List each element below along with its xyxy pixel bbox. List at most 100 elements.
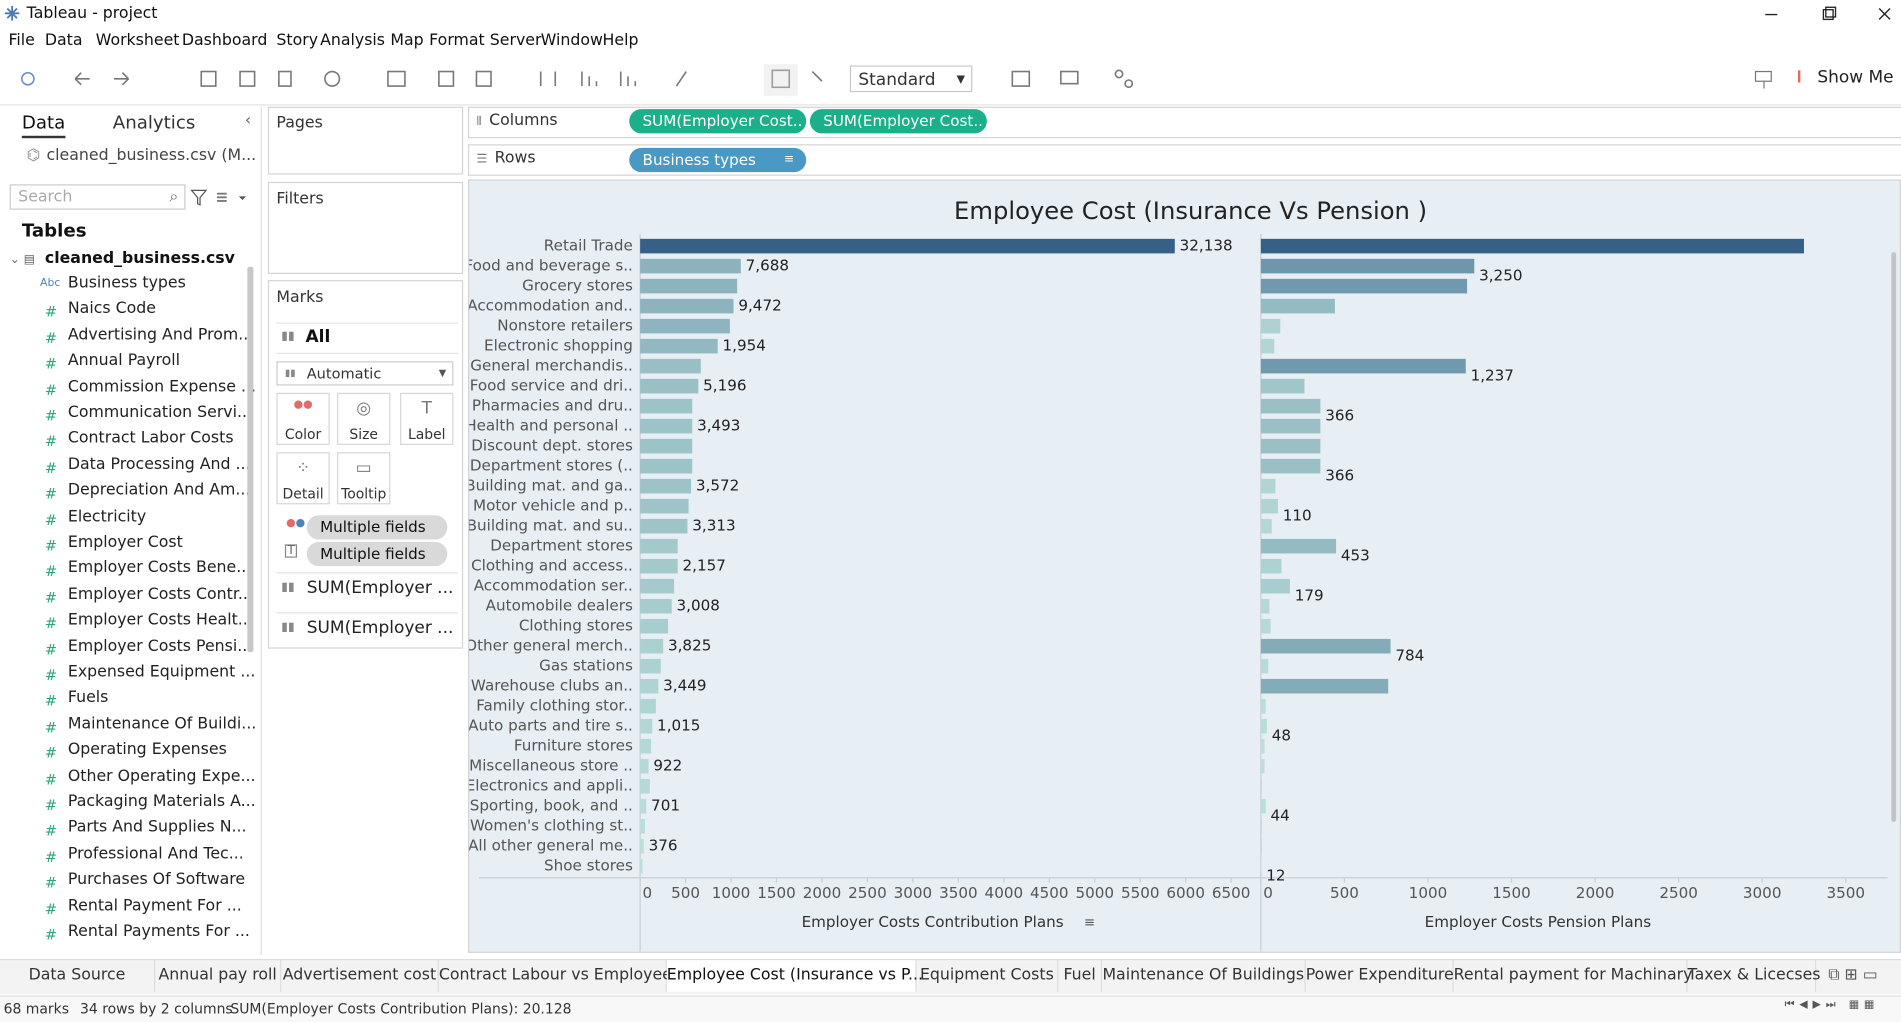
sheet-tab[interactable]: Maintenance Of Buildings xyxy=(1102,960,1306,992)
x-tick-label: 3000 xyxy=(1743,884,1782,902)
menu-item[interactable]: Story xyxy=(276,31,319,50)
data-label: 701 xyxy=(651,797,680,815)
bar xyxy=(1260,718,1267,734)
data-label: 3,250 xyxy=(1479,266,1522,284)
marks-all[interactable]: ▮▮ All xyxy=(276,322,459,355)
sheet-tab[interactable]: Annual pay roll xyxy=(155,960,282,992)
sheet-tab[interactable]: Equipment Costs xyxy=(917,960,1059,992)
menu-item[interactable]: Format xyxy=(429,31,485,50)
field-name[interactable]: Communication Servi... xyxy=(67,403,253,422)
window-controls[interactable] xyxy=(1746,5,1891,24)
field-name[interactable]: Depreciation And Am... xyxy=(67,481,251,500)
field-name[interactable]: Business types xyxy=(67,273,186,293)
bar xyxy=(1260,778,1263,794)
field-name[interactable]: Parts And Supplies N... xyxy=(67,818,247,838)
field-name[interactable]: Annual Payroll xyxy=(67,351,181,371)
mark-type-dropdown[interactable]: ▮▮ Automatic ▼ xyxy=(276,361,454,386)
sheet-tab[interactable]: Fuel xyxy=(1058,960,1103,992)
row-pill[interactable]: Business types ≡ xyxy=(629,147,807,173)
menu-item[interactable]: Data xyxy=(44,31,83,50)
field-name[interactable]: Expensed Equipment ... xyxy=(67,663,256,682)
mark-button[interactable]: ◎ Size xyxy=(337,392,391,445)
sheet-tab[interactable]: Rental payment for Machinary xyxy=(1454,960,1692,992)
category-label: Sporting, book, and .. xyxy=(470,797,633,815)
field-icon: # xyxy=(44,926,58,944)
field-name[interactable]: Operating Expenses xyxy=(67,740,227,760)
fit-dropdown[interactable]: Standard ▼ xyxy=(849,65,973,93)
field-name[interactable]: Other Operating Expe... xyxy=(67,766,256,786)
measure-card[interactable]: ▮▮ SUM(Employer ... xyxy=(276,612,459,644)
bar xyxy=(640,798,647,814)
sheet-nav[interactable]: ⏮◀▶⏭ ▦▦ xyxy=(1784,998,1880,1012)
bar xyxy=(1260,738,1265,754)
mark-button[interactable]: ▭ Tooltip xyxy=(337,452,391,505)
field-name[interactable]: Fuels xyxy=(67,689,109,708)
menu-item[interactable]: Help xyxy=(602,31,639,50)
search-box[interactable]: Search ⌕ xyxy=(9,184,186,210)
column-pill[interactable]: SUM(Employer Cost.. xyxy=(809,109,987,134)
field-name[interactable]: Commission Expense ... xyxy=(67,377,256,396)
bar xyxy=(640,518,688,534)
color-field[interactable]: ●● Multiple fields xyxy=(282,515,452,540)
menu-item[interactable]: Map xyxy=(390,31,424,50)
sheet-tab[interactable]: Employee Cost (Insurance vs P... xyxy=(666,960,923,992)
bar xyxy=(640,438,693,454)
field-name[interactable]: Contract Labor Costs xyxy=(67,429,234,448)
data-pane xyxy=(0,106,262,956)
bar xyxy=(1260,458,1321,474)
show-me-button[interactable]: Show Me xyxy=(1797,68,1894,87)
data-label: 3,313 xyxy=(692,517,735,535)
mark-button[interactable]: ●● Color xyxy=(276,392,330,445)
scrollbar[interactable] xyxy=(247,266,254,653)
menu-item[interactable]: Server xyxy=(489,31,542,50)
search-tools[interactable] xyxy=(190,188,251,207)
field-name[interactable]: Advertising And Prom... xyxy=(67,325,254,345)
menu-item[interactable]: File xyxy=(8,31,35,50)
mark-button[interactable]: T Label xyxy=(400,392,454,445)
menu-item[interactable]: Window xyxy=(540,31,603,50)
sheet-tab[interactable]: Power Expenditure xyxy=(1306,960,1454,992)
field-name[interactable]: Employer Costs Bene... xyxy=(67,559,252,578)
label-field[interactable]: T Multiple fields xyxy=(282,541,452,567)
sheet-tab[interactable]: Data Source xyxy=(0,960,156,992)
scrollbar[interactable] xyxy=(1891,252,1897,822)
table-name[interactable]: ⌄ ▤ cleaned_business.csv xyxy=(9,249,235,268)
column-pill[interactable]: SUM(Employer Cost.. xyxy=(629,109,807,134)
data-label: 366 xyxy=(1325,406,1354,424)
field-name[interactable]: Professional And Tec... xyxy=(67,844,244,863)
field-name[interactable]: Data Processing And ... xyxy=(67,455,251,474)
field-name[interactable]: Rental Payments For ... xyxy=(67,922,250,941)
field-name[interactable]: Maintenance Of Buildi... xyxy=(67,715,257,734)
field-name[interactable]: Packaging Materials A... xyxy=(67,792,256,812)
sheet-tab[interactable]: Advertisement cost xyxy=(281,960,439,992)
field-name[interactable]: Employer Costs Healt... xyxy=(67,611,253,630)
bar xyxy=(640,838,644,854)
bar xyxy=(1260,818,1263,834)
field-name[interactable]: Employer Cost xyxy=(67,533,183,552)
data-source[interactable]: ⌬ cleaned_business.csv (M... xyxy=(26,146,257,165)
measure-card[interactable]: ▮▮ SUM(Employer ... xyxy=(276,572,459,604)
new-sheet-buttons[interactable]: ⧉ ⊞ ▭ xyxy=(1828,966,1878,985)
field-name[interactable]: Rental Payment For ... xyxy=(67,896,242,915)
menu-item[interactable]: Worksheet xyxy=(95,31,180,50)
sheet-tab[interactable]: Taxex & Licecses xyxy=(1688,960,1821,992)
category-label: Pharmacies and dru.. xyxy=(472,397,633,415)
field-name[interactable]: Electricity xyxy=(67,507,147,526)
menu-item[interactable]: Dashboard xyxy=(181,31,268,50)
mark-button[interactable]: ⁘ Detail xyxy=(276,452,330,505)
data-label: 376 xyxy=(649,837,678,855)
data-tab[interactable]: Data xyxy=(21,112,66,139)
field-name[interactable]: Naics Code xyxy=(67,299,156,319)
analytics-tab[interactable]: Analytics xyxy=(112,111,196,134)
bar xyxy=(640,598,672,614)
field-icon: # xyxy=(44,303,58,321)
collapse-pane[interactable]: ‹ xyxy=(244,111,252,130)
highlight-icon[interactable] xyxy=(1753,69,1775,91)
field-name[interactable]: Purchases Of Software xyxy=(67,870,246,889)
field-name[interactable]: Employer Costs Pensi... xyxy=(67,637,253,656)
x-axis-title: Employer Costs Contribution Plans xyxy=(802,913,1064,931)
category-label: Women's clothing st.. xyxy=(470,817,633,835)
menu-item[interactable]: Analysis xyxy=(320,31,386,50)
sheet-tab[interactable]: Contract Labour vs Employee xyxy=(439,960,672,992)
field-name[interactable]: Employer Costs Contr... xyxy=(67,585,253,604)
